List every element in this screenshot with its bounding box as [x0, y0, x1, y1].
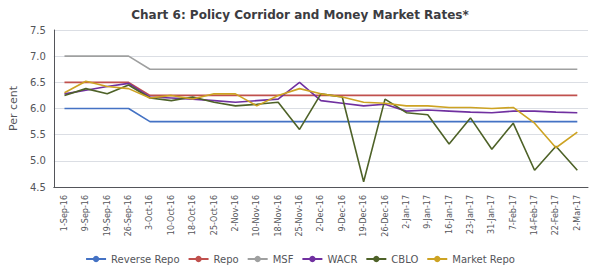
svg-text:Per cent: Per cent: [7, 85, 20, 131]
svg-text:9-Sep-16: 9-Sep-16: [81, 195, 90, 231]
svg-text:Market Repo: Market Repo: [452, 254, 515, 265]
svg-text:1-Sep-16: 1-Sep-16: [60, 195, 69, 231]
svg-text:18-Oct-16: 18-Oct-16: [188, 195, 197, 235]
svg-text:10-Oct-16: 10-Oct-16: [167, 195, 176, 235]
svg-text:CBLO: CBLO: [391, 254, 418, 265]
svg-text:14-Feb-17: 14-Feb-17: [530, 195, 539, 235]
svg-text:19-Sep-16: 19-Sep-16: [103, 195, 112, 236]
svg-text:Chart 6: Policy Corridor and M: Chart 6: Policy Corridor and Money Marke…: [131, 8, 469, 22]
svg-text:2-Nov-16: 2-Nov-16: [231, 195, 240, 231]
svg-text:31-Jan-17: 31-Jan-17: [487, 195, 496, 234]
svg-text:6.5: 6.5: [30, 77, 46, 88]
svg-text:22-Feb-17: 22-Feb-17: [551, 195, 560, 235]
svg-text:23-Jan-17: 23-Jan-17: [466, 195, 475, 234]
svg-text:2-Jan-17: 2-Jan-17: [402, 195, 411, 229]
svg-text:WACR: WACR: [327, 254, 357, 265]
svg-text:25-Oct-16: 25-Oct-16: [210, 195, 219, 235]
svg-text:7-Feb-17: 7-Feb-17: [509, 195, 518, 230]
svg-text:3-Oct-16: 3-Oct-16: [145, 195, 154, 230]
svg-text:2-Dec-16: 2-Dec-16: [316, 195, 325, 232]
svg-text:19-Dec-16: 19-Dec-16: [359, 195, 368, 237]
svg-text:4.5: 4.5: [30, 182, 46, 193]
svg-text:Repo: Repo: [214, 254, 239, 265]
svg-text:26-Sep-16: 26-Sep-16: [124, 195, 133, 236]
svg-text:26-Dec-16: 26-Dec-16: [381, 195, 390, 237]
svg-text:5.0: 5.0: [30, 155, 46, 166]
svg-text:18-Nov-16: 18-Nov-16: [274, 195, 283, 237]
svg-text:MSF: MSF: [273, 254, 294, 265]
svg-text:16-Jan-17: 16-Jan-17: [445, 195, 454, 234]
svg-text:7.5: 7.5: [30, 25, 46, 36]
svg-text:5.5: 5.5: [30, 129, 46, 140]
svg-text:2-Mar-17: 2-Mar-17: [573, 195, 582, 231]
svg-text:10-Nov-16: 10-Nov-16: [252, 195, 261, 237]
svg-text:9-Jan-17: 9-Jan-17: [423, 195, 432, 229]
svg-text:9-Dec-16: 9-Dec-16: [338, 195, 347, 232]
svg-text:7.0: 7.0: [30, 51, 46, 62]
svg-text:6.0: 6.0: [30, 103, 46, 114]
svg-text:Reverse Repo: Reverse Repo: [111, 254, 179, 265]
svg-text:25-Nov-16: 25-Nov-16: [295, 195, 304, 237]
